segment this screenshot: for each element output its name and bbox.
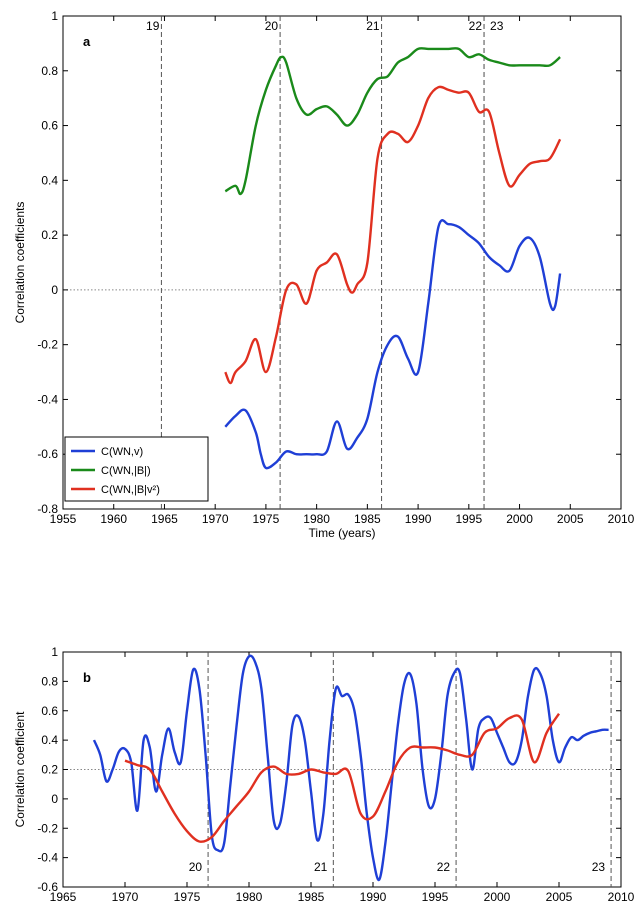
solar-cycle-label: 19 (146, 19, 160, 33)
y-tick-label: 0.2 (41, 763, 58, 777)
solar-cycle-label: 22 (469, 19, 483, 33)
solar-cycle-label: 21 (366, 19, 380, 33)
x-tick-label: 1990 (405, 512, 432, 526)
plot-frame (62, 15, 622, 510)
y-tick-label: 0 (51, 283, 58, 297)
x-tick-label: 1955 (50, 512, 77, 526)
y-tick-label: -0.2 (37, 338, 58, 352)
y-tick-label: 0 (51, 792, 58, 806)
x-tick-label: 1985 (354, 512, 381, 526)
legend-entry: C(WN,|B|v²) (101, 484, 160, 496)
panel-b: 1965 1970 1975 1980 1985 1990 1995 2000 2005 2010… (13, 645, 635, 904)
x-tick-label: 1980 (236, 890, 263, 904)
y-tick-label: 1 (51, 645, 58, 659)
y-axis-label: Correlation coefficient (13, 711, 27, 828)
x-tick-label: 1965 (50, 890, 77, 904)
solar-cycle-label: 23 (592, 860, 606, 874)
panel-a: 1955 1960 1965 1970 1975 1980 1985 1990 1995 2000… (13, 9, 635, 540)
x-tick-label: 1975 (253, 512, 280, 526)
y-tick-label: 0.4 (41, 733, 58, 747)
x-tick-label: 1960 (100, 512, 127, 526)
x-tick-label: 2010 (608, 512, 635, 526)
series-line-0 (92, 654, 609, 882)
x-axis-label: Time (years) (309, 526, 376, 540)
y-tick-label: 1 (51, 9, 58, 23)
x-tick-label: 1970 (202, 512, 229, 526)
solar-cycle-label: 20 (189, 860, 203, 874)
x-tick-label: 1965 (151, 512, 178, 526)
x-tick-label: 1990 (360, 890, 387, 904)
x-tick-label: 2000 (484, 890, 511, 904)
solar-cycle-label: 22 (437, 860, 451, 874)
x-tick-label: 1970 (112, 890, 139, 904)
y-tick-label: 0.2 (41, 228, 58, 242)
y-tick-label: 0.6 (41, 704, 58, 718)
x-tick-label: 1985 (298, 890, 325, 904)
series-line-1 (224, 47, 561, 196)
y-tick-label: -0.6 (37, 447, 58, 461)
legend-entry: C(WN,v) (101, 446, 143, 458)
x-tick-label: 2005 (557, 512, 584, 526)
y-axis-label: Correlation coefficients (13, 202, 27, 324)
x-tick-label: 2005 (546, 890, 573, 904)
y-tick-label: -0.4 (37, 851, 58, 865)
solar-cycle-label: 23 (490, 19, 504, 33)
y-tick-label: -0.2 (37, 821, 58, 835)
panel-label: a (83, 34, 91, 49)
y-tick-label: 0.8 (41, 674, 58, 688)
y-tick-label: -0.6 (37, 880, 58, 894)
x-tick-label: 1975 (174, 890, 201, 904)
series-line-0 (224, 219, 562, 470)
solar-cycle-label: 21 (314, 860, 328, 874)
x-tick-label: 2010 (608, 890, 635, 904)
x-tick-label: 2000 (506, 512, 533, 526)
x-tick-label: 1995 (455, 512, 482, 526)
y-tick-label: 0.8 (41, 64, 58, 78)
legend-entry: C(WN,|B|) (101, 465, 151, 477)
series-line-1 (124, 713, 561, 843)
y-tick-label: 0.4 (41, 173, 58, 187)
panel-label: b (83, 670, 91, 685)
y-tick-label: -0.8 (37, 502, 58, 516)
y-tick-label: 0.6 (41, 119, 58, 133)
x-tick-label: 1980 (303, 512, 330, 526)
series-line-2 (224, 85, 562, 385)
y-tick-label: -0.4 (37, 392, 58, 406)
solar-cycle-label: 20 (265, 19, 279, 33)
x-tick-label: 1995 (422, 890, 449, 904)
